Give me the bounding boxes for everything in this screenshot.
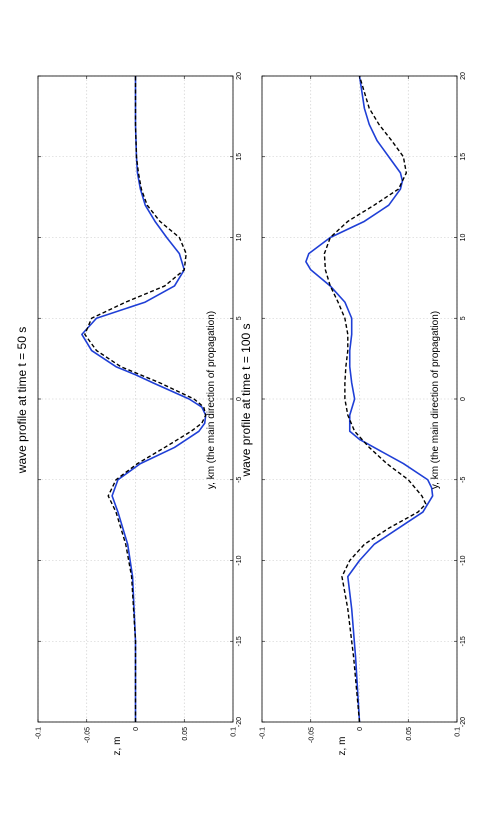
chart-panel-1: -20 -15 -10 -5 0 5 10 15 20 -0.1 -0.05 0 0.05 0.1 wave… — [15, 72, 243, 755]
x-tick-label: 20 — [236, 72, 243, 80]
y-tick-label: -0.1 — [260, 727, 267, 739]
x-tick-label: -5 — [236, 477, 243, 483]
series-line-solid — [305, 75, 434, 723]
x-tick-label: -10 — [236, 555, 243, 565]
y-tick-label: -0.05 — [308, 727, 315, 743]
y-tick-label: -0.1 — [36, 727, 43, 739]
chart-panel-2: -20 -15 -10 -5 0 5 10 15 20 -0.1 -0.05 0 0.05 0.1 wave… — [239, 72, 467, 755]
x-tick-label: -15 — [236, 636, 243, 646]
chart-title: wave profile at time t = 50 s — [15, 327, 29, 474]
y-tick-label: 0.1 — [231, 727, 238, 737]
y-tick-label: -0.05 — [84, 727, 91, 743]
x-tick-label: -5 — [460, 477, 467, 483]
y-tick-label: 0 — [357, 727, 364, 731]
series-line-solid — [81, 76, 207, 722]
chart-title: wave profile at time t = 100 s — [239, 323, 253, 477]
series-line-dashed — [323, 75, 427, 723]
y-tick-label: 0.05 — [182, 727, 189, 741]
x-tick-label: 20 — [460, 72, 467, 80]
x-tick-label: 10 — [236, 234, 243, 242]
x-tick-label: 15 — [236, 153, 243, 161]
x-tick-label: 0 — [460, 397, 467, 401]
x-tick-label: 0 — [236, 397, 243, 401]
x-tick-label: 15 — [460, 153, 467, 161]
x-tick-label: -10 — [460, 555, 467, 565]
series-line-dashed — [84, 76, 207, 722]
x-tick-label: 5 — [236, 316, 243, 320]
x-axis-label: y, km (the main direction of propagation… — [430, 311, 441, 489]
y-axis-label: z, m — [337, 737, 348, 756]
y-tick-label: 0.1 — [455, 727, 462, 737]
x-tick-label: 10 — [460, 234, 467, 242]
y-tick-label: 0.05 — [406, 727, 413, 741]
x-axis-label: y, km (the main direction of propagation… — [206, 311, 217, 489]
y-axis-label: z, m — [112, 737, 123, 756]
x-tick-label: -15 — [460, 636, 467, 646]
x-tick-label: 5 — [460, 316, 467, 320]
y-tick-label: 0 — [133, 727, 140, 731]
x-tick-label: -20 — [236, 717, 243, 727]
x-tick-label: -20 — [460, 717, 467, 727]
